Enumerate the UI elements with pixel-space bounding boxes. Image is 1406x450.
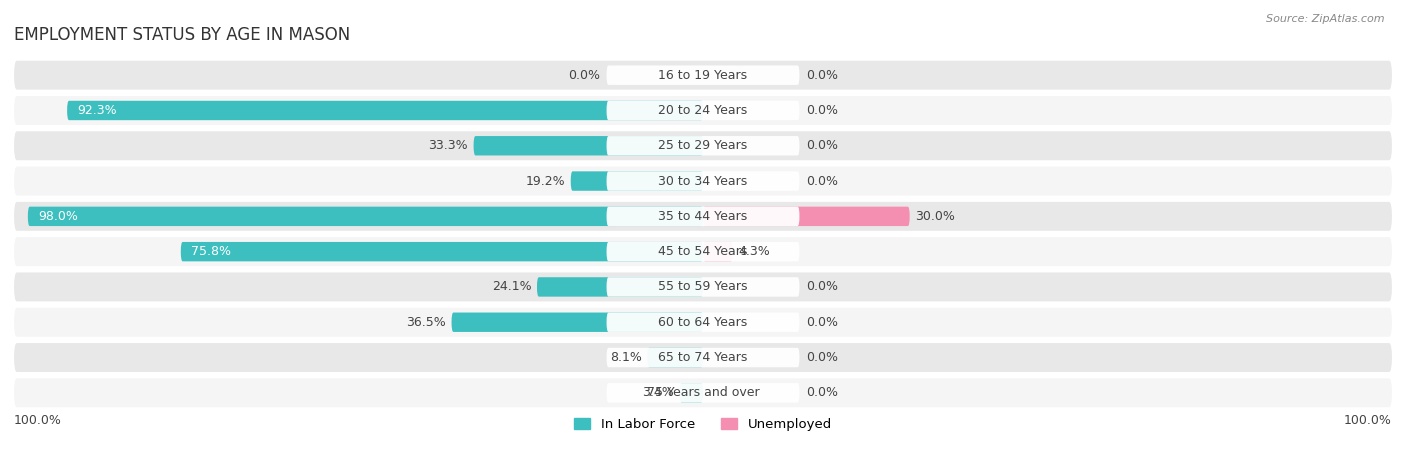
FancyBboxPatch shape: [14, 343, 1392, 372]
FancyBboxPatch shape: [606, 65, 800, 85]
Text: 35 to 44 Years: 35 to 44 Years: [658, 210, 748, 223]
Text: 0.0%: 0.0%: [807, 139, 838, 152]
Text: 19.2%: 19.2%: [526, 175, 565, 188]
FancyBboxPatch shape: [703, 242, 733, 261]
Text: 20 to 24 Years: 20 to 24 Years: [658, 104, 748, 117]
FancyBboxPatch shape: [14, 237, 1392, 266]
FancyBboxPatch shape: [606, 136, 800, 155]
FancyBboxPatch shape: [606, 101, 800, 120]
FancyBboxPatch shape: [451, 313, 703, 332]
FancyBboxPatch shape: [606, 171, 800, 191]
Text: 98.0%: 98.0%: [38, 210, 79, 223]
FancyBboxPatch shape: [181, 242, 703, 261]
FancyBboxPatch shape: [647, 348, 703, 367]
Text: 60 to 64 Years: 60 to 64 Years: [658, 316, 748, 329]
Text: 30 to 34 Years: 30 to 34 Years: [658, 175, 748, 188]
Text: 24.1%: 24.1%: [492, 280, 531, 293]
Text: 0.0%: 0.0%: [807, 280, 838, 293]
FancyBboxPatch shape: [606, 348, 800, 367]
Legend: In Labor Force, Unemployed: In Labor Force, Unemployed: [569, 412, 837, 436]
Text: 36.5%: 36.5%: [406, 316, 446, 329]
Text: 0.0%: 0.0%: [807, 104, 838, 117]
Text: 0.0%: 0.0%: [807, 386, 838, 399]
FancyBboxPatch shape: [571, 171, 703, 191]
Text: 0.0%: 0.0%: [807, 351, 838, 364]
Text: 65 to 74 Years: 65 to 74 Years: [658, 351, 748, 364]
Text: 55 to 59 Years: 55 to 59 Years: [658, 280, 748, 293]
FancyBboxPatch shape: [14, 96, 1392, 125]
FancyBboxPatch shape: [606, 242, 800, 261]
Text: 75 Years and over: 75 Years and over: [647, 386, 759, 399]
FancyBboxPatch shape: [14, 272, 1392, 302]
FancyBboxPatch shape: [14, 61, 1392, 90]
Text: 0.0%: 0.0%: [807, 316, 838, 329]
FancyBboxPatch shape: [14, 308, 1392, 337]
Text: 92.3%: 92.3%: [77, 104, 117, 117]
Text: 16 to 19 Years: 16 to 19 Years: [658, 69, 748, 82]
FancyBboxPatch shape: [14, 378, 1392, 407]
Text: 3.4%: 3.4%: [643, 386, 673, 399]
Text: 30.0%: 30.0%: [915, 210, 955, 223]
Text: 33.3%: 33.3%: [429, 139, 468, 152]
FancyBboxPatch shape: [474, 136, 703, 155]
FancyBboxPatch shape: [606, 277, 800, 297]
Text: 0.0%: 0.0%: [568, 69, 599, 82]
FancyBboxPatch shape: [67, 101, 703, 120]
FancyBboxPatch shape: [14, 202, 1392, 231]
FancyBboxPatch shape: [679, 383, 703, 403]
Text: 100.0%: 100.0%: [14, 414, 62, 427]
FancyBboxPatch shape: [703, 207, 910, 226]
Text: 25 to 29 Years: 25 to 29 Years: [658, 139, 748, 152]
Text: 8.1%: 8.1%: [610, 351, 641, 364]
Text: 45 to 54 Years: 45 to 54 Years: [658, 245, 748, 258]
Text: 75.8%: 75.8%: [191, 245, 231, 258]
Text: 4.3%: 4.3%: [738, 245, 770, 258]
Text: 0.0%: 0.0%: [807, 175, 838, 188]
FancyBboxPatch shape: [14, 166, 1392, 196]
FancyBboxPatch shape: [606, 207, 800, 226]
Text: Source: ZipAtlas.com: Source: ZipAtlas.com: [1267, 14, 1385, 23]
FancyBboxPatch shape: [606, 313, 800, 332]
Text: EMPLOYMENT STATUS BY AGE IN MASON: EMPLOYMENT STATUS BY AGE IN MASON: [14, 26, 350, 44]
Text: 0.0%: 0.0%: [807, 69, 838, 82]
Text: 100.0%: 100.0%: [1344, 414, 1392, 427]
FancyBboxPatch shape: [28, 207, 703, 226]
FancyBboxPatch shape: [14, 131, 1392, 160]
FancyBboxPatch shape: [537, 277, 703, 297]
FancyBboxPatch shape: [606, 383, 800, 403]
